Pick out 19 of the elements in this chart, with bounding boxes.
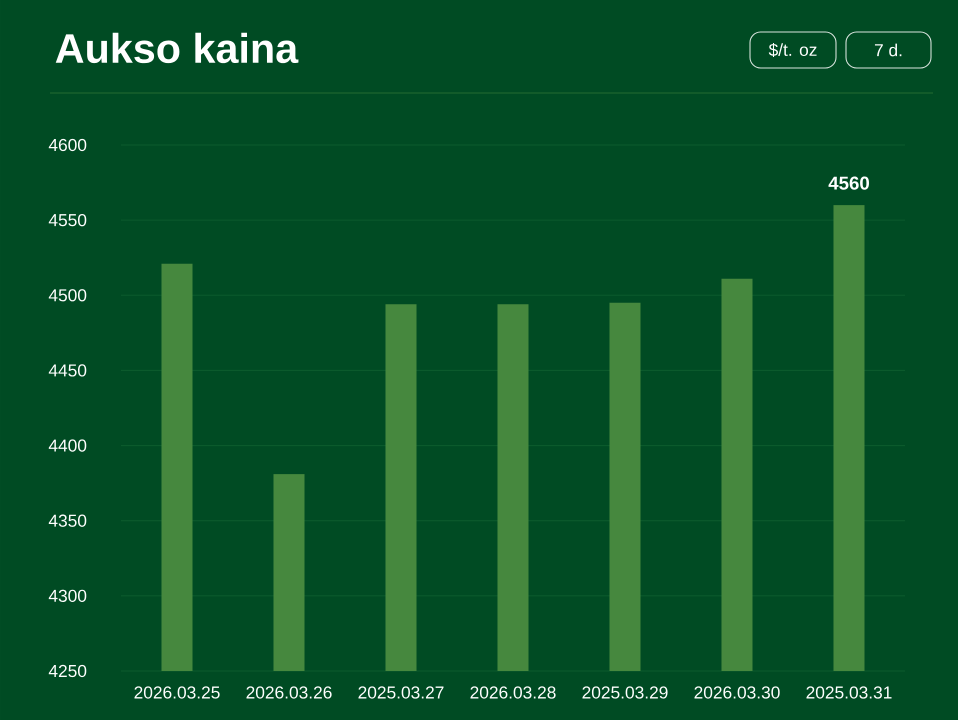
y-tick-label: 4300 (48, 590, 86, 602)
y-tick-label: 4250 (48, 664, 86, 678)
chart-title: Aukso kaina (56, 32, 298, 64)
y-tick-label: 4550 (48, 214, 86, 226)
text: 7 d. (874, 44, 902, 56)
x-tick-label: 2026.03.25 (134, 686, 220, 699)
x-tick-label: 2025.03.29 (582, 686, 668, 699)
y-tick-label: 4500 (48, 289, 86, 302)
text: $/t. oz (768, 42, 817, 57)
y-tick-label: 4400 (48, 439, 86, 452)
x-tick-label: 2025.03.31 (806, 686, 892, 699)
y-tick-label: 4600 (48, 138, 86, 152)
x-tick-label: 2026.03.28 (470, 686, 556, 699)
y-tick-label: 4350 (48, 514, 86, 527)
x-tick-label: 2026.03.26 (246, 686, 332, 699)
data-label: 4560 (828, 176, 869, 190)
x-tick-label: 2026.03.30 (694, 686, 780, 699)
y-tick-label: 4450 (48, 364, 86, 377)
x-tick-label: 2025.03.27 (358, 686, 444, 699)
